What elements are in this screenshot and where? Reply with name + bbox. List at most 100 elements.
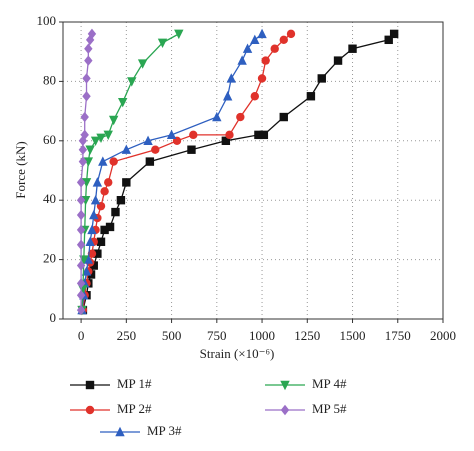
y-axis-label: Force (kN) [13, 141, 28, 198]
legend-marker [85, 405, 95, 415]
marker [286, 29, 296, 39]
marker [166, 129, 177, 140]
marker [384, 35, 393, 45]
marker [76, 177, 86, 188]
legend-label: MP 4# [312, 376, 347, 391]
x-tick-label: 1250 [294, 328, 320, 343]
marker [76, 290, 86, 301]
marker [104, 178, 113, 187]
marker [174, 29, 184, 40]
marker [92, 177, 103, 187]
marker [226, 73, 236, 83]
marker [76, 195, 86, 206]
marker [118, 97, 128, 108]
marker [90, 136, 101, 146]
marker [84, 43, 93, 54]
marker [83, 157, 94, 167]
marker [76, 239, 86, 250]
legend-marker [280, 380, 290, 391]
marker [317, 74, 326, 83]
marker [80, 129, 89, 141]
marker [81, 178, 92, 188]
marker [279, 35, 288, 45]
marker [100, 225, 109, 235]
y-tick-label: 60 [43, 132, 56, 147]
marker [89, 209, 99, 220]
marker [93, 249, 102, 258]
marker [105, 222, 115, 232]
marker [257, 28, 267, 39]
marker [87, 28, 97, 40]
marker [85, 236, 95, 246]
marker [236, 112, 245, 122]
marker [116, 196, 126, 205]
marker [157, 38, 168, 48]
marker [82, 73, 91, 84]
marker [254, 130, 263, 140]
marker [83, 254, 94, 264]
marker [137, 59, 148, 69]
marker [270, 44, 279, 53]
plot-frame [62, 21, 444, 320]
marker [78, 156, 88, 167]
marker [103, 130, 113, 141]
marker [151, 145, 160, 154]
marker [389, 29, 399, 39]
marker [76, 209, 86, 221]
marker [111, 207, 120, 217]
marker [76, 278, 86, 289]
marker [109, 157, 118, 166]
marker [87, 249, 97, 258]
marker [90, 195, 101, 205]
marker [76, 260, 86, 271]
x-tick-label: 2000 [430, 328, 456, 343]
marker [84, 55, 93, 66]
marker [87, 224, 97, 235]
marker [121, 144, 132, 154]
y-tick-label: 0 [50, 310, 57, 325]
marker [122, 178, 131, 187]
x-tick-label: 250 [117, 328, 137, 343]
marker [242, 43, 253, 53]
x-axis-label: Strain (×10⁻⁶) [200, 346, 275, 361]
marker [259, 130, 269, 140]
marker [279, 112, 288, 122]
x-tick-label: 1750 [385, 328, 411, 343]
y-tick-label: 100 [37, 13, 57, 28]
marker [257, 74, 267, 83]
legend-label: MP 2# [117, 401, 152, 416]
marker [250, 92, 260, 101]
y-tick-label: 20 [43, 251, 56, 266]
marker [222, 91, 233, 101]
marker [76, 224, 86, 236]
marker [80, 111, 89, 123]
marker [78, 144, 88, 155]
marker [85, 145, 95, 155]
marker [237, 55, 247, 65]
marker [221, 136, 231, 145]
marker [76, 304, 86, 316]
legend-marker [280, 404, 290, 416]
marker [333, 56, 343, 65]
series-line [82, 33, 395, 311]
x-tick-label: 0 [78, 328, 85, 343]
x-tick-label: 750 [207, 328, 227, 343]
marker [96, 133, 106, 144]
x-tick-label: 1500 [340, 328, 366, 343]
marker [143, 135, 153, 145]
x-tick-label: 500 [162, 328, 182, 343]
legend-label: MP 1# [117, 376, 152, 391]
marker [98, 156, 108, 166]
marker [187, 145, 196, 154]
marker [212, 111, 222, 122]
marker [250, 34, 260, 45]
legend-label: MP 5# [312, 401, 347, 416]
marker [127, 77, 137, 87]
legend-label: MP 3# [147, 423, 182, 438]
marker [82, 91, 91, 102]
marker [348, 44, 357, 53]
marker [225, 130, 234, 140]
marker [189, 130, 198, 140]
marker [145, 157, 155, 166]
